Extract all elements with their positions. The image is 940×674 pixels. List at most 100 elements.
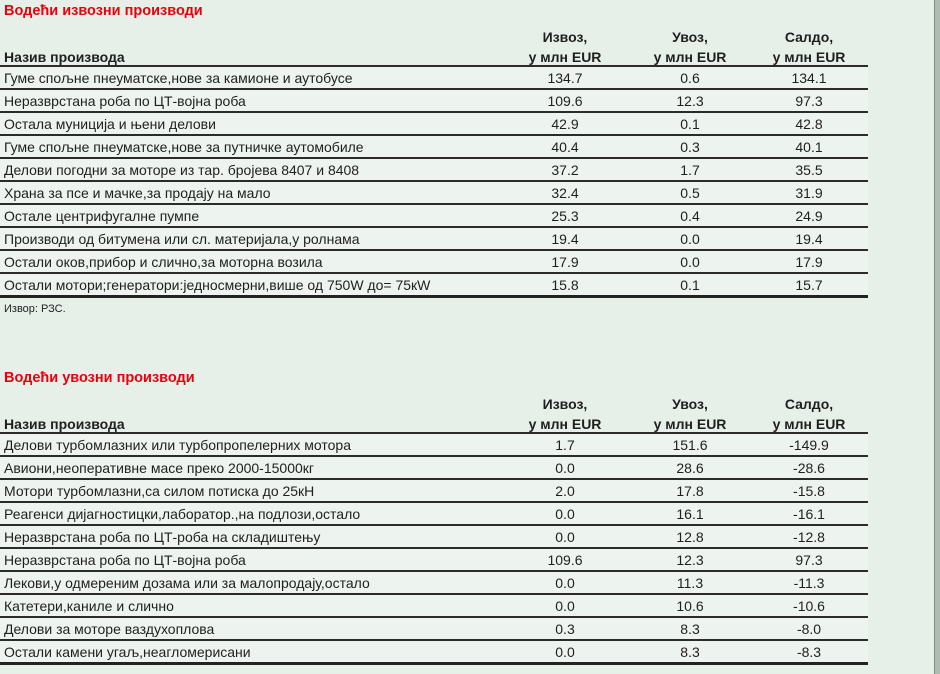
value-cell: 151.6 bbox=[630, 433, 750, 457]
value-cell: 0.6 bbox=[630, 66, 750, 90]
product-name-cell: Гуме спољне пнеуматске,нове за камионе и… bbox=[0, 66, 500, 90]
value-cell: 42.9 bbox=[500, 112, 630, 136]
value-cell: 42.8 bbox=[750, 112, 868, 136]
import-products-table: Извоз, Увоз, Салдо, Назив производа у мл… bbox=[0, 394, 868, 665]
value-cell: 8.3 bbox=[630, 640, 750, 665]
value-cell: 109.6 bbox=[500, 548, 630, 572]
table-row: Делови за моторе ваздухоплова 0.3 8.3 -8.0 bbox=[0, 617, 868, 641]
value-cell: 24.9 bbox=[750, 204, 868, 228]
header-row-bottom: Назив производа у млн EUR у млн EUR у мл… bbox=[0, 45, 868, 67]
value-cell: -11.3 bbox=[750, 571, 868, 595]
value-cell: 10.6 bbox=[630, 594, 750, 618]
value-cell: -28.6 bbox=[750, 456, 868, 480]
page-right-edge bbox=[934, 0, 940, 674]
value-cell: 0.1 bbox=[630, 273, 750, 298]
value-cell: -16.1 bbox=[750, 502, 868, 526]
product-name-cell: Неразврстана роба по ЦТ-војна роба bbox=[0, 548, 500, 572]
table-row: Неразврстана роба по ЦТ-војна роба 109.6 1… bbox=[0, 89, 868, 113]
product-name-cell: Гуме спољне пнеуматске,нове за путничке … bbox=[0, 135, 500, 159]
product-name-cell: Катетери,каниле и слично bbox=[0, 594, 500, 618]
value-cell: 0.3 bbox=[500, 617, 630, 641]
value-cell: 134.1 bbox=[750, 66, 868, 90]
table-row: Гуме спољне пнеуматске,нове за путничке … bbox=[0, 135, 868, 159]
table-row: Неразврстана роба по ЦТ-војна роба 109.6 1… bbox=[0, 548, 868, 572]
value-cell: 11.3 bbox=[630, 571, 750, 595]
import-table-title: Водећи увозни производи bbox=[4, 370, 195, 386]
col-header-uvoz: Увоз, bbox=[672, 396, 708, 412]
value-cell: 12.3 bbox=[630, 548, 750, 572]
value-cell: 0.4 bbox=[630, 204, 750, 228]
value-cell: 37.2 bbox=[500, 158, 630, 182]
col-header-izvoz-unit: у млн EUR bbox=[500, 412, 630, 434]
value-cell: 12.8 bbox=[630, 525, 750, 549]
value-cell: 0.0 bbox=[500, 502, 630, 526]
value-cell: 134.7 bbox=[500, 66, 630, 90]
value-cell: 0.3 bbox=[630, 135, 750, 159]
value-cell: 0.0 bbox=[500, 640, 630, 665]
value-cell: 1.7 bbox=[500, 433, 630, 457]
product-name-cell: Остала муниција и њени делови bbox=[0, 112, 500, 136]
value-cell: 40.4 bbox=[500, 135, 630, 159]
col-header-uvoz-unit: у млн EUR bbox=[630, 45, 750, 67]
table-row: Остали оков,прибор и слично,за моторна в… bbox=[0, 250, 868, 274]
table-row: Остали мотори;генератори:једносмерни,виш… bbox=[0, 273, 868, 298]
value-cell: 1.7 bbox=[630, 158, 750, 182]
table-row: Катетери,каниле и слично 0.0 10.6 -10.6 bbox=[0, 594, 868, 618]
value-cell: 0.0 bbox=[500, 456, 630, 480]
col-header-izvoz: Извоз, bbox=[542, 396, 588, 412]
export-table-title: Водећи извозни производи bbox=[4, 3, 203, 19]
col-header-saldo-unit: у млн EUR bbox=[750, 412, 868, 434]
col-header-izvoz: Извоз, bbox=[542, 29, 588, 45]
col-header-uvoz: Увоз, bbox=[672, 29, 708, 45]
table-row: Авиони,неоперативне масе преко 2000-1500… bbox=[0, 456, 868, 480]
source-note: Извор: РЗС. bbox=[4, 303, 66, 315]
value-cell: 28.6 bbox=[630, 456, 750, 480]
value-cell: 19.4 bbox=[750, 227, 868, 251]
value-cell: 17.8 bbox=[630, 479, 750, 503]
product-name-cell: Остали оков,прибор и слично,за моторна в… bbox=[0, 250, 500, 274]
header-spacer-cell bbox=[0, 27, 500, 45]
value-cell: 0.0 bbox=[500, 525, 630, 549]
product-name-cell: Неразврстана роба по ЦТ-роба на складишт… bbox=[0, 525, 500, 549]
value-cell: 32.4 bbox=[500, 181, 630, 205]
product-name-cell: Неразврстана роба по ЦТ-војна роба bbox=[0, 89, 500, 113]
table-row: Реагенси дијагностицки,лаборатор.,на под… bbox=[0, 502, 868, 526]
value-cell: 0.0 bbox=[500, 571, 630, 595]
table-row: Делови турбомлазних или турбопропелерних… bbox=[0, 433, 868, 457]
export-products-section: Водећи извозни производи Извоз, Увоз, Са… bbox=[0, 3, 868, 298]
value-cell: -8.3 bbox=[750, 640, 868, 665]
product-name-cell: Лекови,у одмереним дозама или за малопро… bbox=[0, 571, 500, 595]
product-name-cell: Остале центрифугалне пумпе bbox=[0, 204, 500, 228]
value-cell: 17.9 bbox=[750, 250, 868, 274]
table-row: Остали камени угаљ,неагломерисани 0.0 8.3-… bbox=[0, 640, 868, 665]
export-products-table: Извоз, Увоз, Салдо, Назив производа у мл… bbox=[0, 27, 868, 298]
table-row: Делови погодни за моторе из тар. бројева… bbox=[0, 158, 868, 182]
header-spacer-cell bbox=[0, 394, 500, 412]
import-products-section: Водећи увозни производи Извоз, Увоз, Сал… bbox=[0, 370, 868, 665]
value-cell: 16.1 bbox=[630, 502, 750, 526]
value-cell: 97.3 bbox=[750, 89, 868, 113]
product-name-cell: Остали мотори;генератори:једносмерни,виш… bbox=[0, 273, 500, 298]
value-cell: -15.8 bbox=[750, 479, 868, 503]
import-table-body: Делови турбомлазних или турбопропелерних… bbox=[0, 433, 868, 665]
value-cell: -10.6 bbox=[750, 594, 868, 618]
table-row: Лекови,у одмереним дозама или за малопро… bbox=[0, 571, 868, 595]
table-row: Остала муниција и њени делови 42.9 0.1 42.8 bbox=[0, 112, 868, 136]
col-header-izvoz-unit: у млн EUR bbox=[500, 45, 630, 67]
header-row-top: Извоз, Увоз, Салдо, bbox=[0, 27, 868, 45]
value-cell: -8.0 bbox=[750, 617, 868, 641]
header-row-bottom: Назив производа у млн EUR у млн EUR у мл… bbox=[0, 412, 868, 434]
value-cell: 97.3 bbox=[750, 548, 868, 572]
value-cell: -12.8 bbox=[750, 525, 868, 549]
table-row: Гуме спољне пнеуматске,нове за камионе и… bbox=[0, 66, 868, 90]
value-cell: 35.5 bbox=[750, 158, 868, 182]
product-name-cell: Делови погодни за моторе из тар. бројева… bbox=[0, 158, 500, 182]
col-header-saldo-unit: у млн EUR bbox=[750, 45, 868, 67]
value-cell: 0.0 bbox=[630, 227, 750, 251]
value-cell: -149.9 bbox=[750, 433, 868, 457]
value-cell: 17.9 bbox=[500, 250, 630, 274]
export-table-body: Гуме спољне пнеуматске,нове за камионе и… bbox=[0, 66, 868, 298]
value-cell: 12.3 bbox=[630, 89, 750, 113]
col-header-saldo: Салдо, bbox=[784, 29, 834, 45]
